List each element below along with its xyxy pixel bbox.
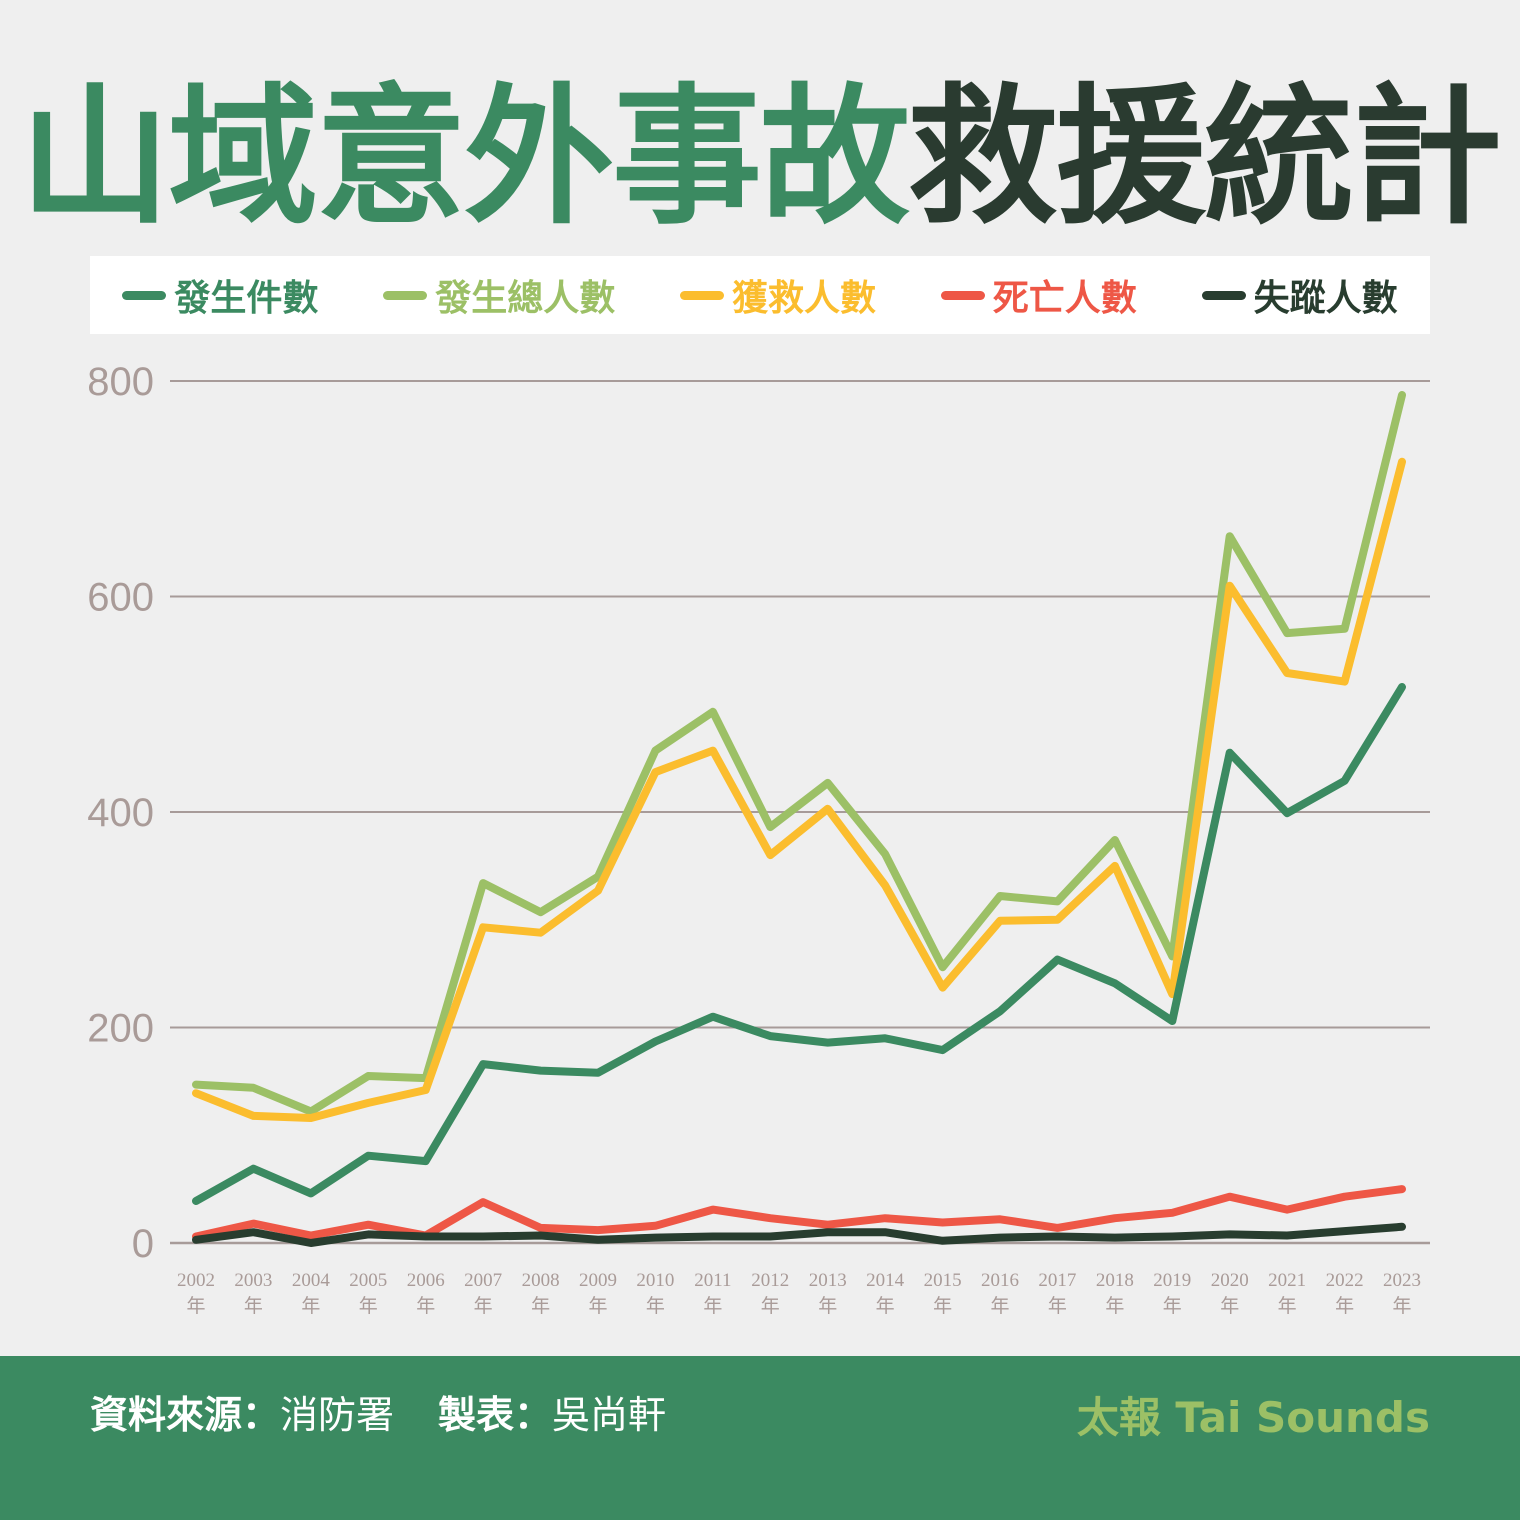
x-tick-label: 2009 [579, 1270, 617, 1291]
y-tick-label: 600 [87, 576, 154, 620]
x-tick-unit: 年 [1220, 1295, 1239, 1317]
x-tick-unit: 年 [416, 1295, 435, 1317]
legend-label: 失蹤人數 [1253, 278, 1398, 319]
x-tick-label: 2006 [407, 1270, 445, 1291]
series-line [192, 1222, 1406, 1247]
legend-item: 發生總人數 [383, 269, 615, 321]
x-tick-unit: 年 [1163, 1295, 1182, 1317]
x-tick-unit: 年 [761, 1295, 780, 1317]
x-tick-label: 2021 [1268, 1270, 1306, 1291]
legend: 發生件數 發生總人數 獲救人數 死亡人數 失蹤人數 [90, 256, 1430, 334]
x-tick-unit: 年 [990, 1295, 1009, 1317]
x-tick-label: 2011 [694, 1270, 731, 1291]
x-axis-labels: 2002 年 2003 年 2004 年 2005 年 2006 年 2007 年 2008 年 2009 年… [177, 1270, 1421, 1317]
legend-item: 失蹤人數 [1201, 269, 1398, 321]
author-label: 製表： [438, 1393, 553, 1437]
title-part-green: 山域意外事故 [19, 71, 910, 245]
footer: 資料來源：消防署 製表：吳尚軒 太報 Tai Sounds [0, 1356, 1520, 1520]
x-tick-unit: 年 [933, 1295, 952, 1317]
series-lines [192, 391, 1406, 1247]
x-tick-label: 2020 [1211, 1270, 1249, 1291]
x-tick-unit: 年 [1335, 1295, 1354, 1317]
x-tick-unit: 年 [1392, 1295, 1411, 1317]
x-tick-label: 2010 [636, 1270, 674, 1291]
y-tick-label: 200 [87, 1007, 154, 1051]
y-tick-label: 800 [87, 360, 154, 404]
x-tick-label: 2018 [1096, 1270, 1134, 1291]
legend-swatch [679, 290, 724, 300]
x-tick-unit: 年 [588, 1295, 607, 1317]
grid-lines: 0 200 400 600 800 [87, 360, 1430, 1266]
x-tick-unit: 年 [301, 1295, 320, 1317]
series-line [192, 391, 1406, 1116]
legend-swatch [940, 290, 985, 300]
y-tick-label: 0 [132, 1222, 154, 1266]
y-tick-label: 400 [87, 791, 154, 835]
x-tick-label: 2007 [464, 1270, 502, 1291]
x-tick-label: 2012 [751, 1270, 789, 1291]
legend-swatch [122, 290, 167, 300]
x-tick-label: 2008 [522, 1270, 560, 1291]
x-tick-unit: 年 [876, 1295, 895, 1317]
x-tick-label: 2019 [1153, 1270, 1191, 1291]
series-line [192, 1185, 1406, 1241]
legend-label: 獲救人數 [731, 278, 876, 319]
x-tick-label: 2004 [292, 1270, 331, 1291]
x-tick-unit: 年 [531, 1295, 550, 1317]
x-tick-label: 2017 [1038, 1270, 1076, 1291]
x-tick-unit: 年 [359, 1295, 378, 1317]
x-tick-label: 2016 [981, 1270, 1019, 1291]
x-tick-label: 2015 [924, 1270, 962, 1291]
x-tick-unit: 年 [646, 1295, 665, 1317]
x-tick-unit: 年 [1105, 1295, 1124, 1317]
x-tick-label: 2022 [1326, 1270, 1364, 1291]
x-tick-label: 2002 [177, 1270, 215, 1291]
source-value: 消防署 [280, 1393, 395, 1437]
legend-item: 發生件數 [122, 269, 318, 321]
x-tick-label: 2013 [809, 1270, 847, 1291]
legend-label: 死亡人數 [992, 278, 1137, 319]
x-tick-unit: 年 [244, 1295, 263, 1317]
chart-title: 山域意外事故救援統計 [0, 78, 1520, 238]
x-tick-label: 2023 [1383, 1270, 1421, 1291]
x-tick-unit: 年 [818, 1295, 837, 1317]
legend-item: 獲救人數 [679, 269, 876, 321]
author-value: 吳尚軒 [552, 1393, 667, 1437]
x-tick-unit: 年 [1278, 1295, 1297, 1317]
x-tick-label: 2003 [234, 1270, 272, 1291]
legend-swatch [383, 290, 428, 300]
x-tick-unit: 年 [186, 1295, 205, 1317]
legend-swatch [1201, 290, 1246, 300]
x-tick-label: 2005 [349, 1270, 387, 1291]
legend-item: 死亡人數 [940, 269, 1137, 321]
x-tick-unit: 年 [1048, 1295, 1067, 1317]
source-label: 資料來源： [90, 1393, 281, 1437]
credits: 資料來源：消防署 製表：吳尚軒 [90, 1384, 666, 1439]
brand-logo-text: 太報 Tai Sounds [1076, 1393, 1430, 1442]
series-line [192, 457, 1406, 1122]
legend-label: 發生件數 [174, 278, 319, 319]
title-part-dark: 救援統計 [908, 71, 1502, 245]
x-tick-unit: 年 [703, 1295, 722, 1317]
x-tick-label: 2014 [866, 1270, 905, 1291]
series-line [192, 683, 1406, 1205]
legend-label: 發生總人數 [435, 278, 616, 319]
x-tick-unit: 年 [474, 1295, 493, 1317]
